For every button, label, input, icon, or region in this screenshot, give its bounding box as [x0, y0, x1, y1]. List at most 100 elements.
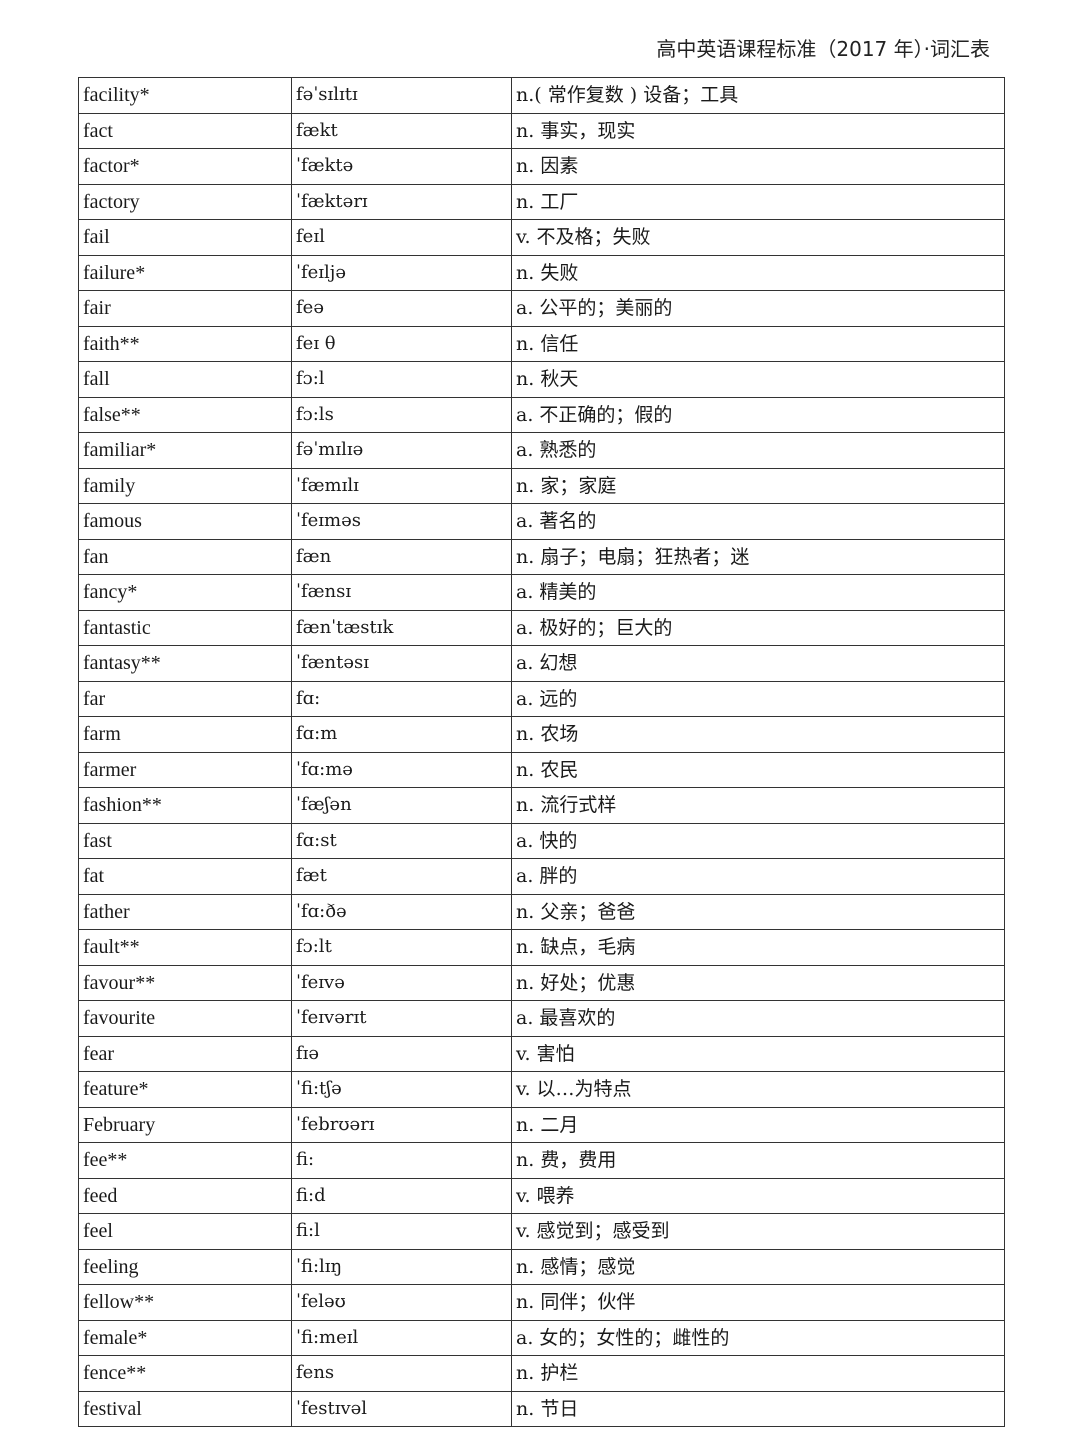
- definition-cell: n. 流行式样: [511, 787, 1005, 824]
- phonetic-cell: fɔ:lt: [291, 929, 512, 966]
- table-row: fancy* ˈfænsɪ a. 精美的: [78, 574, 1005, 611]
- table-row: factory ˈfæktərɪ n. 工厂: [78, 183, 1005, 220]
- definition-cell: a. 精美的: [511, 574, 1005, 611]
- table-row: factor* ˈfæktə n. 因素: [78, 148, 1005, 185]
- phonetic-cell: ˈfeləʊ: [291, 1284, 512, 1321]
- definition-cell: v. 感觉到；感受到: [511, 1213, 1005, 1250]
- word-cell: fear: [78, 1035, 292, 1072]
- word-cell: fast: [78, 822, 292, 859]
- table-row: feature* ˈfi:tʃə v. 以…为特点: [78, 1071, 1005, 1108]
- table-row: feeling ˈfi:lɪŋ n. 感情；感觉: [78, 1248, 1005, 1285]
- phonetic-cell: feɪ θ: [291, 325, 512, 362]
- word-cell: familiar*: [78, 432, 292, 469]
- definition-cell: n. 事实，现实: [511, 112, 1005, 149]
- word-cell: fall: [78, 361, 292, 398]
- word-cell: favourite: [78, 1000, 292, 1037]
- word-cell: fault**: [78, 929, 292, 966]
- definition-cell: n. 二月: [511, 1106, 1005, 1143]
- phonetic-cell: fɑ:m: [291, 716, 512, 753]
- definition-cell: n. 好处；优惠: [511, 964, 1005, 1001]
- table-row: far fɑ: a. 远的: [78, 680, 1005, 717]
- phonetic-cell: ˈfæktə: [291, 148, 512, 185]
- phonetic-cell: fi:: [291, 1142, 512, 1179]
- phonetic-cell: ˈfi:lɪŋ: [291, 1248, 512, 1285]
- definition-cell: v. 不及格；失败: [511, 219, 1005, 256]
- word-cell: feel: [78, 1213, 292, 1250]
- phonetic-cell: fəˈsɪlɪtɪ: [291, 77, 512, 114]
- phonetic-cell: ˈfi:tʃə: [291, 1071, 512, 1108]
- phonetic-cell: fænˈtæstɪk: [291, 609, 512, 646]
- word-cell: father: [78, 893, 292, 930]
- word-cell: fantasy**: [78, 645, 292, 682]
- phonetic-cell: ˈfeɪljə: [291, 254, 512, 291]
- word-cell: family: [78, 467, 292, 504]
- word-cell: February: [78, 1106, 292, 1143]
- definition-cell: a. 远的: [511, 680, 1005, 717]
- definition-cell: n. 秋天: [511, 361, 1005, 398]
- phonetic-cell: ˈfæktərɪ: [291, 183, 512, 220]
- phonetic-cell: ˈfænsɪ: [291, 574, 512, 611]
- table-row: favourite ˈfeɪvərɪt a. 最喜欢的: [78, 1000, 1005, 1037]
- phonetic-cell: ˈfæʃən: [291, 787, 512, 824]
- table-row: farmer ˈfɑ:mə n. 农民: [78, 751, 1005, 788]
- phonetic-cell: fɔ:l: [291, 361, 512, 398]
- word-cell: feeling: [78, 1248, 292, 1285]
- table-row: favour** ˈfeɪvə n. 好处；优惠: [78, 964, 1005, 1001]
- table-row: fall fɔ:l n. 秋天: [78, 361, 1005, 398]
- definition-cell: a. 著名的: [511, 503, 1005, 540]
- definition-cell: a. 公平的；美丽的: [511, 290, 1005, 327]
- table-row: familiar* fəˈmɪlɪə a. 熟悉的: [78, 432, 1005, 469]
- definition-cell: a. 熟悉的: [511, 432, 1005, 469]
- phonetic-cell: fækt: [291, 112, 512, 149]
- phonetic-cell: ˈfɑ:mə: [291, 751, 512, 788]
- table-row: facility* fəˈsɪlɪtɪ n.( 常作复数 ) 设备；工具: [78, 77, 1005, 114]
- definition-cell: v. 喂养: [511, 1177, 1005, 1214]
- table-row: fantasy** ˈfæntəsɪ a. 幻想: [78, 645, 1005, 682]
- word-cell: false**: [78, 396, 292, 433]
- definition-cell: n. 工厂: [511, 183, 1005, 220]
- word-cell: fail: [78, 219, 292, 256]
- definition-cell: v. 害怕: [511, 1035, 1005, 1072]
- vocabulary-table: facility* fəˈsɪlɪtɪ n.( 常作复数 ) 设备；工具 fact fæ…: [78, 77, 1005, 1427]
- table-row: fail feɪl v. 不及格；失败: [78, 219, 1005, 256]
- table-row: famous ˈfeɪməs a. 著名的: [78, 503, 1005, 540]
- definition-cell: v. 以…为特点: [511, 1071, 1005, 1108]
- phonetic-cell: ˈfebrʊərɪ: [291, 1106, 512, 1143]
- definition-cell: n. 因素: [511, 148, 1005, 185]
- table-row: feed fi:d v. 喂养: [78, 1177, 1005, 1214]
- word-cell: fashion**: [78, 787, 292, 824]
- word-cell: female*: [78, 1319, 292, 1356]
- definition-cell: a. 极好的；巨大的: [511, 609, 1005, 646]
- definition-cell: a. 最喜欢的: [511, 1000, 1005, 1037]
- phonetic-cell: ˈfeɪvərɪt: [291, 1000, 512, 1037]
- definition-cell: n. 父亲；爸爸: [511, 893, 1005, 930]
- table-row: fan fæn n. 扇子；电扇；狂热者；迷: [78, 538, 1005, 575]
- phonetic-cell: fɑ:: [291, 680, 512, 717]
- definition-cell: a. 幻想: [511, 645, 1005, 682]
- table-row: February ˈfebrʊərɪ n. 二月: [78, 1106, 1005, 1143]
- table-row: fast fɑ:st a. 快的: [78, 822, 1005, 859]
- word-cell: fancy*: [78, 574, 292, 611]
- word-cell: factory: [78, 183, 292, 220]
- word-cell: factor*: [78, 148, 292, 185]
- table-row: fault** fɔ:lt n. 缺点，毛病: [78, 929, 1005, 966]
- word-cell: feed: [78, 1177, 292, 1214]
- word-cell: fee**: [78, 1142, 292, 1179]
- word-cell: fair: [78, 290, 292, 327]
- table-row: fact fækt n. 事实，现实: [78, 112, 1005, 149]
- word-cell: farmer: [78, 751, 292, 788]
- phonetic-cell: ˈfeɪməs: [291, 503, 512, 540]
- definition-cell: n. 护栏: [511, 1355, 1005, 1392]
- table-row: fair feə a. 公平的；美丽的: [78, 290, 1005, 327]
- word-cell: fat: [78, 858, 292, 895]
- phonetic-cell: fens: [291, 1355, 512, 1392]
- table-row: farm fɑ:m n. 农场: [78, 716, 1005, 753]
- phonetic-cell: ˈfæmɪlɪ: [291, 467, 512, 504]
- table-row: faith** feɪ θ n. 信任: [78, 325, 1005, 362]
- definition-cell: n. 同伴；伙伴: [511, 1284, 1005, 1321]
- definition-cell: n. 农民: [511, 751, 1005, 788]
- word-cell: failure*: [78, 254, 292, 291]
- phonetic-cell: feɪl: [291, 219, 512, 256]
- word-cell: fellow**: [78, 1284, 292, 1321]
- phonetic-cell: feə: [291, 290, 512, 327]
